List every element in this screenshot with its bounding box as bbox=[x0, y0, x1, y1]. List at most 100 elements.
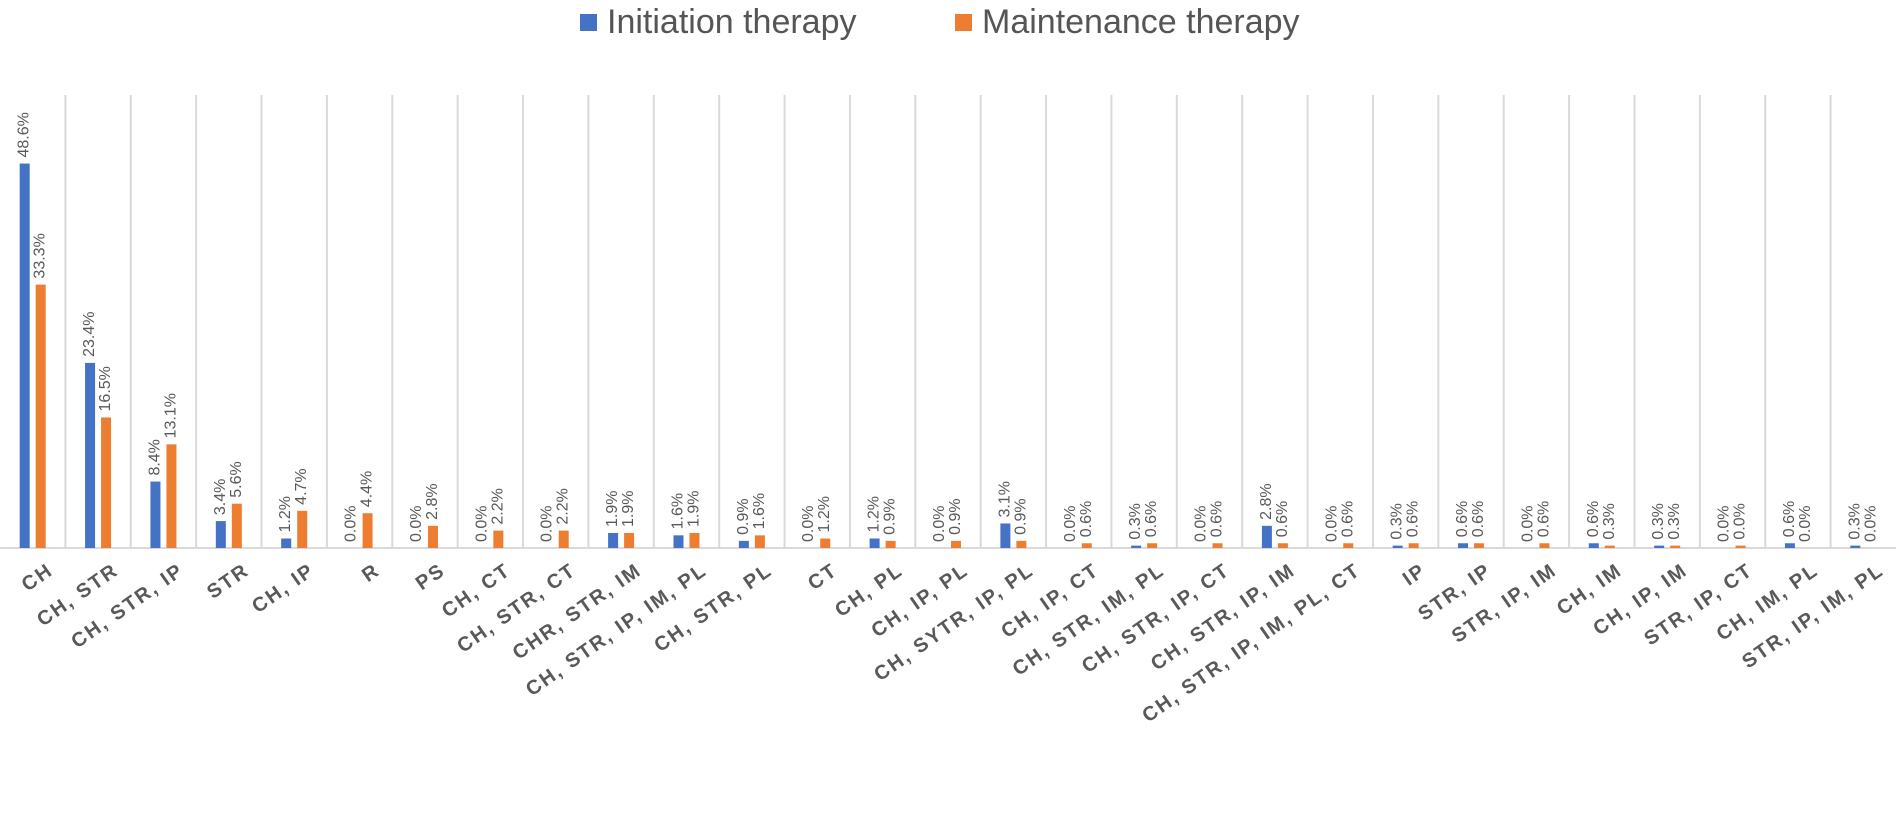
data-label: 1.9% bbox=[685, 491, 702, 527]
bar-maintenance bbox=[1081, 543, 1092, 548]
bar-maintenance bbox=[951, 540, 961, 548]
data-label: 1.9% bbox=[620, 491, 637, 527]
data-label: 0.0% bbox=[1732, 503, 1749, 539]
data-label: 0.0% bbox=[931, 506, 948, 542]
bar-initiation bbox=[1850, 545, 1861, 548]
data-label: 0.6% bbox=[1781, 501, 1798, 537]
bar-maintenance bbox=[101, 417, 112, 548]
category-label: PS bbox=[412, 559, 450, 595]
bar-maintenance bbox=[493, 530, 504, 548]
data-label: 1.6% bbox=[669, 493, 686, 529]
data-label: 0.0% bbox=[1716, 506, 1733, 542]
data-label: 2.2% bbox=[555, 488, 572, 524]
bar-maintenance bbox=[1408, 543, 1419, 548]
bar-maintenance bbox=[427, 525, 438, 548]
bar-maintenance bbox=[35, 284, 46, 548]
data-label: 0.6% bbox=[1143, 501, 1160, 537]
category-label: CH, STR, PL bbox=[650, 559, 776, 657]
bar-maintenance bbox=[558, 530, 569, 548]
data-label: 0.6% bbox=[1078, 501, 1095, 537]
data-label: 1.9% bbox=[604, 491, 621, 527]
legend-label-initiation: Initiation therapy bbox=[607, 2, 857, 41]
data-label: 0.6% bbox=[1274, 501, 1291, 537]
legend-item-initiation: Initiation therapy bbox=[580, 0, 857, 44]
bar-maintenance bbox=[1604, 545, 1615, 548]
bar-initiation bbox=[608, 532, 619, 548]
data-label: 0.0% bbox=[1062, 506, 1079, 542]
data-label: 23.4% bbox=[81, 312, 98, 357]
category-label: CH, STR, IP bbox=[67, 559, 188, 653]
data-label: 0.0% bbox=[1519, 506, 1536, 542]
bar-initiation bbox=[1131, 545, 1142, 548]
bar-initiation bbox=[673, 535, 684, 548]
data-label: 3.4% bbox=[212, 479, 229, 515]
data-label: 0.0% bbox=[1193, 506, 1210, 542]
bar-initiation bbox=[85, 362, 96, 548]
category-label: CH, IP bbox=[248, 559, 319, 618]
bar-initiation bbox=[215, 521, 226, 548]
bar-maintenance bbox=[362, 513, 373, 548]
bar-maintenance bbox=[624, 532, 635, 548]
bar-maintenance bbox=[820, 538, 831, 548]
data-label: 8.4% bbox=[146, 439, 163, 475]
bar-initiation bbox=[1784, 543, 1795, 548]
bar-maintenance bbox=[1016, 540, 1027, 548]
data-label: 0.0% bbox=[800, 506, 817, 542]
data-label: 4.7% bbox=[293, 468, 310, 504]
data-label: 0.0% bbox=[539, 506, 556, 542]
legend-swatch-initiation bbox=[580, 13, 597, 31]
data-label: 0.0% bbox=[473, 506, 490, 542]
bar-initiation bbox=[869, 538, 880, 548]
bar-initiation bbox=[150, 481, 161, 548]
category-label: STR, IP, CT bbox=[1640, 559, 1757, 650]
bar-maintenance bbox=[231, 503, 242, 548]
data-label: 0.0% bbox=[1862, 506, 1879, 542]
data-label: 0.9% bbox=[735, 498, 752, 534]
data-label: 2.2% bbox=[489, 488, 506, 524]
data-label: 0.6% bbox=[1209, 501, 1226, 537]
bar-maintenance bbox=[1343, 543, 1354, 548]
data-label: 1.2% bbox=[816, 496, 833, 532]
data-label: 0.3% bbox=[1389, 503, 1406, 539]
data-label: 1.6% bbox=[751, 493, 768, 529]
data-label: 5.6% bbox=[228, 461, 245, 497]
chart-legend: Initiation therapy Maintenance therapy bbox=[0, 0, 1896, 52]
data-label: 0.6% bbox=[1585, 501, 1602, 537]
legend-swatch-maintenance bbox=[955, 13, 972, 31]
data-label: 0.3% bbox=[1846, 503, 1863, 539]
bar-maintenance bbox=[1212, 543, 1223, 548]
bar-initiation bbox=[19, 163, 30, 548]
data-label: 4.4% bbox=[359, 471, 376, 507]
data-label: 33.3% bbox=[32, 233, 49, 278]
data-label: 0.3% bbox=[1127, 503, 1144, 539]
category-label: CT bbox=[804, 559, 842, 595]
bar-maintenance bbox=[1539, 543, 1550, 548]
data-label: 0.6% bbox=[1405, 501, 1422, 537]
legend-item-maintenance: Maintenance therapy bbox=[955, 0, 1300, 44]
data-label: 16.5% bbox=[97, 366, 114, 411]
data-label: 0.6% bbox=[1339, 501, 1356, 537]
bar-maintenance bbox=[297, 510, 308, 548]
bar-initiation bbox=[1588, 543, 1599, 548]
data-label: 0.6% bbox=[1470, 501, 1487, 537]
bar-maintenance bbox=[1277, 543, 1288, 548]
data-label: 0.3% bbox=[1650, 503, 1667, 539]
data-label: 0.9% bbox=[947, 498, 964, 534]
bar-maintenance bbox=[689, 532, 700, 548]
data-label: 2.8% bbox=[424, 483, 441, 519]
data-label: 1.2% bbox=[866, 496, 883, 532]
bar-maintenance bbox=[1474, 543, 1485, 548]
category-label: IP bbox=[1399, 559, 1430, 590]
data-label: 2.8% bbox=[1258, 483, 1275, 519]
data-label: 0.9% bbox=[1012, 498, 1029, 534]
bar-initiation bbox=[1261, 525, 1272, 548]
category-label: CH bbox=[18, 559, 58, 596]
data-label: 13.1% bbox=[162, 393, 179, 438]
bar-initiation bbox=[738, 540, 749, 548]
bar-initiation bbox=[1654, 545, 1665, 548]
bar-initiation bbox=[281, 538, 292, 548]
bar-maintenance bbox=[885, 540, 896, 548]
bar-maintenance bbox=[1670, 545, 1681, 548]
data-label: 48.6% bbox=[16, 112, 33, 157]
